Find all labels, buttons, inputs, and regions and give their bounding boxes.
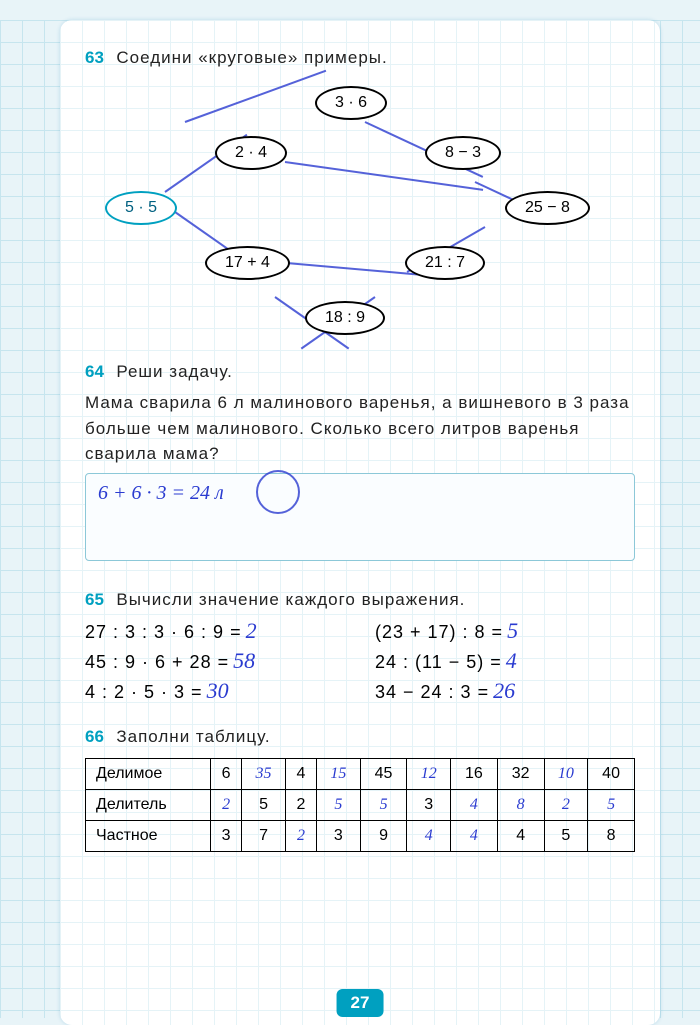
table-cell: 4 xyxy=(451,789,498,820)
circular-examples-diagram: 3 · 6 2 · 4 8 − 3 5 · 5 25 − 8 17 + 4 21 : 7 18… xyxy=(85,81,635,341)
expressions-grid: 27 : 3 : 3 · 6 : 9 =2 (23 + 17) : 8 =5 45 … xyxy=(85,618,635,704)
diagram-node: 3 · 6 xyxy=(315,86,387,120)
table-cell: 4 xyxy=(407,820,451,851)
expression-row: (23 + 17) : 8 =5 xyxy=(375,618,635,644)
task-66: 66 Заполни таблицу. Делимое6354154512163… xyxy=(85,724,635,852)
table-cell: 10 xyxy=(544,758,588,789)
page-number-badge: 27 xyxy=(337,989,384,1017)
answer-box: 6 + 6 · 3 = 24 л xyxy=(85,473,635,561)
table-cell: 5 xyxy=(360,789,407,820)
table-cell: 32 xyxy=(497,758,544,789)
table-cell: 3 xyxy=(317,820,361,851)
diagram-node: 17 + 4 xyxy=(205,246,290,280)
table-cell: 3 xyxy=(407,789,451,820)
task-instruction: Заполни таблицу. xyxy=(116,727,270,746)
task-64: 64 Реши задачу. Мама сварила 6 л малинов… xyxy=(85,359,635,561)
workbook-page: 63 Соедини «круговые» примеры. 3 · 62 · … xyxy=(60,20,660,1025)
table-cell: 2 xyxy=(285,820,316,851)
expression-row: 34 − 24 : 3 =26 xyxy=(375,678,635,704)
division-table: Делимое635415451216321040Делитель2525534… xyxy=(85,758,635,852)
task-number: 63 xyxy=(85,48,104,68)
handwritten-answer: 6 + 6 · 3 = 24 л xyxy=(98,482,224,504)
table-cell: 2 xyxy=(285,789,316,820)
task-body: Мама сварила 6 л малинового варенья, а в… xyxy=(85,390,635,467)
table-cell: 16 xyxy=(451,758,498,789)
expression-text: 45 : 9 · 6 + 28 = xyxy=(85,652,229,673)
expression-text: 24 : (11 − 5) = xyxy=(375,652,502,673)
expression-answer: 2 xyxy=(246,618,257,644)
task-instruction: Реши задачу. xyxy=(116,362,233,381)
expression-answer: 4 xyxy=(506,648,517,674)
table-cell: 8 xyxy=(588,820,635,851)
expression-answer: 30 xyxy=(207,678,229,704)
task-65: 65 Вычисли значение каждого выражения. 2… xyxy=(85,587,635,705)
table-row-header: Частное xyxy=(86,820,211,851)
table-cell: 40 xyxy=(588,758,635,789)
table-row-header: Делитель xyxy=(86,789,211,820)
table-row-header: Делимое xyxy=(86,758,211,789)
table-cell: 8 xyxy=(497,789,544,820)
check-circle xyxy=(256,470,300,514)
expression-row: 27 : 3 : 3 · 6 : 9 =2 xyxy=(85,618,345,644)
table-cell: 5 xyxy=(317,789,361,820)
diagram-node: 2 · 4 xyxy=(215,136,287,170)
diagram-node: 25 − 8 xyxy=(505,191,590,225)
table-cell: 2 xyxy=(544,789,588,820)
diagram-node: 21 : 7 xyxy=(405,246,485,280)
expression-row: 24 : (11 − 5) =4 xyxy=(375,648,635,674)
task-instruction: Соедини «круговые» примеры. xyxy=(116,48,387,67)
expression-answer: 58 xyxy=(233,648,255,674)
diagram-node: 8 − 3 xyxy=(425,136,501,170)
table-cell: 4 xyxy=(451,820,498,851)
task-number: 66 xyxy=(85,727,104,747)
diagram-node: 18 : 9 xyxy=(305,301,385,335)
expression-answer: 5 xyxy=(507,618,518,644)
table-cell: 45 xyxy=(360,758,407,789)
table-cell: 4 xyxy=(285,758,316,789)
task-number: 65 xyxy=(85,590,104,610)
table-cell: 3 xyxy=(211,820,242,851)
expression-answer: 26 xyxy=(493,678,515,704)
task-instruction: Вычисли значение каждого выражения. xyxy=(116,590,465,609)
table-cell: 5 xyxy=(588,789,635,820)
table-cell: 7 xyxy=(242,820,286,851)
table-cell: 4 xyxy=(497,820,544,851)
expression-text: 27 : 3 : 3 · 6 : 9 = xyxy=(85,622,242,643)
table-cell: 6 xyxy=(211,758,242,789)
table-cell: 9 xyxy=(360,820,407,851)
table-cell: 35 xyxy=(242,758,286,789)
table-cell: 2 xyxy=(211,789,242,820)
expression-text: (23 + 17) : 8 = xyxy=(375,622,503,643)
table-cell: 15 xyxy=(317,758,361,789)
table-cell: 12 xyxy=(407,758,451,789)
expression-row: 45 : 9 · 6 + 28 =58 xyxy=(85,648,345,674)
diagram-node: 5 · 5 xyxy=(105,191,177,225)
expression-row: 4 : 2 · 5 · 3 =30 xyxy=(85,678,345,704)
expression-text: 34 − 24 : 3 = xyxy=(375,682,489,703)
expression-text: 4 : 2 · 5 · 3 = xyxy=(85,682,203,703)
table-cell: 5 xyxy=(242,789,286,820)
table-cell: 5 xyxy=(544,820,588,851)
task-number: 64 xyxy=(85,362,104,382)
task-63: 63 Соедини «круговые» примеры. 3 · 6 2 · … xyxy=(85,45,635,341)
